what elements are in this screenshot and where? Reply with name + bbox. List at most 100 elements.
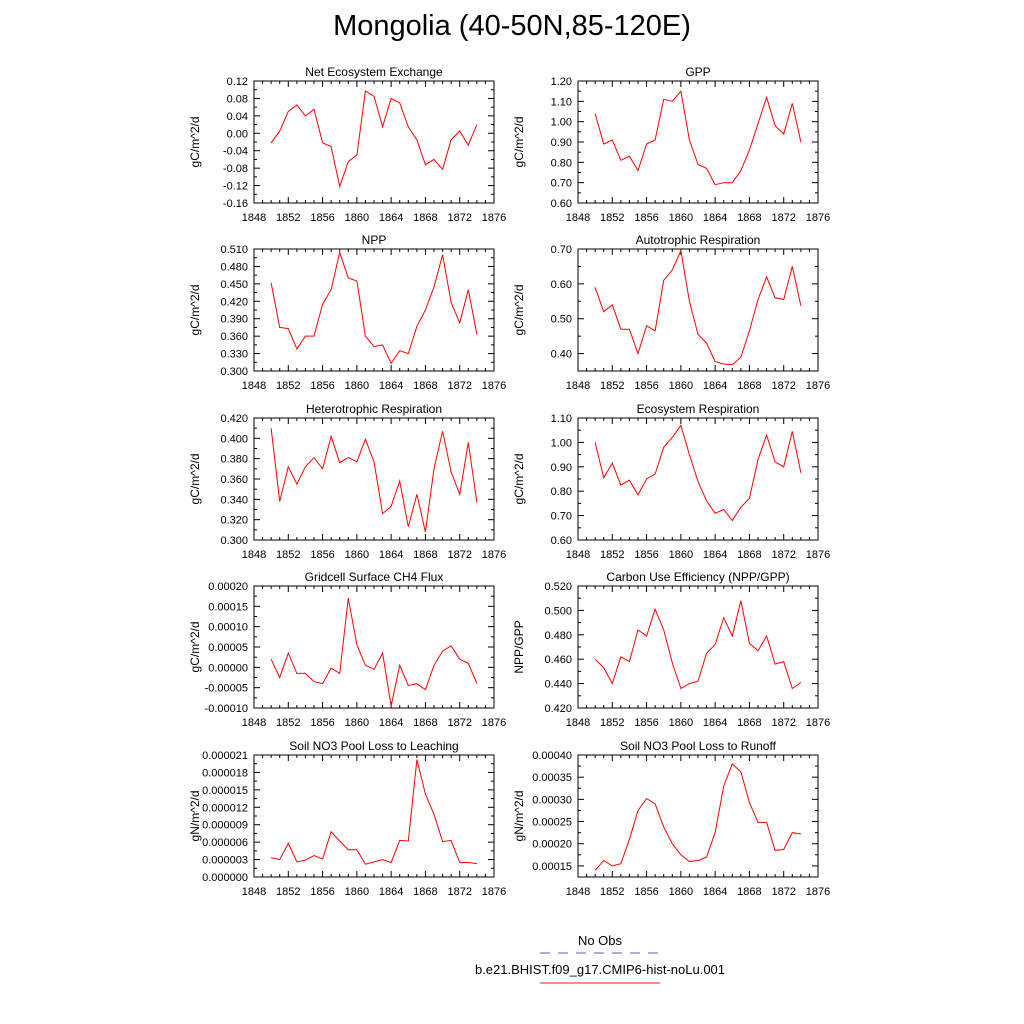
x-tick-label: 1856	[310, 886, 334, 898]
legend-line-case	[540, 982, 660, 984]
x-tick-label: 1856	[634, 380, 658, 392]
panel-title: Net Ecosystem Exchange	[305, 65, 443, 79]
x-tick-label: 1848	[242, 717, 266, 729]
x-tick-label: 1848	[242, 886, 266, 898]
x-tick-label: 1860	[669, 212, 693, 224]
y-tick-label: 0.340	[220, 494, 248, 506]
x-tick-label: 1876	[482, 717, 506, 729]
y-tick-label: 0.360	[220, 331, 248, 343]
x-tick-label: 1856	[634, 886, 658, 898]
x-tick-label: 1876	[806, 549, 830, 561]
y-tick-label: -0.00010	[205, 703, 248, 715]
series-line	[594, 600, 802, 690]
y-tick-label: 0.000003	[202, 855, 248, 867]
plot-frame	[253, 585, 495, 709]
x-tick-label: 1868	[737, 549, 761, 561]
legend-line-no-obs	[540, 952, 660, 954]
series-line	[270, 250, 478, 365]
x-tick-label: 1868	[737, 212, 761, 224]
x-tick-label: 1872	[771, 886, 795, 898]
y-tick-label: 0.00040	[532, 750, 572, 762]
x-tick-label: 1860	[345, 886, 369, 898]
y-axis-label: gC/m^2/d	[188, 285, 202, 336]
x-tick-label: 1860	[669, 549, 693, 561]
panel-title: Carbon Use Efficiency (NPP/GPP)	[606, 570, 789, 584]
y-tick-label: 0.40	[551, 349, 572, 361]
y-tick-label: 1.00	[551, 117, 572, 129]
series-line	[594, 90, 802, 186]
plot-frame	[577, 585, 819, 709]
y-tick-label: 0.000012	[202, 802, 248, 814]
x-tick-label: 1872	[447, 549, 471, 561]
x-tick-label: 1848	[566, 212, 590, 224]
series-line	[594, 248, 802, 366]
y-tick-label: -0.04	[223, 146, 248, 158]
y-tick-label: 0.70	[551, 178, 572, 190]
y-tick-label: 0.04	[227, 111, 248, 123]
y-tick-label: 0.480	[220, 261, 248, 273]
panel-title: Ecosystem Respiration	[637, 402, 760, 416]
y-tick-label: 0.00010	[208, 622, 248, 634]
y-tick-label: 1.00	[551, 437, 572, 449]
chart-panel-9: Soil NO3 Pool Loss to Leaching gN/m^2/d 18…	[188, 739, 506, 898]
y-axis-label: gC/m^2/d	[512, 285, 526, 336]
y-tick-label: 0.00035	[532, 772, 572, 784]
plot-frame	[577, 80, 819, 204]
x-tick-label: 1852	[276, 717, 300, 729]
y-axis-label: gC/m^2/d	[188, 622, 202, 673]
x-tick-label: 1860	[345, 549, 369, 561]
series-line	[594, 763, 801, 871]
panel-title: Autotrophic Respiration	[636, 233, 761, 247]
x-tick-label: 1860	[345, 212, 369, 224]
y-tick-label: 0.60	[551, 279, 572, 291]
x-tick-label: 1864	[379, 549, 403, 561]
y-tick-label: 0.360	[220, 474, 248, 486]
x-tick-label: 1864	[703, 717, 727, 729]
y-tick-label: 0.380	[220, 454, 248, 466]
x-tick-label: 1860	[669, 886, 693, 898]
x-tick-label: 1864	[379, 886, 403, 898]
chart-panel-7: Gridcell Surface CH4 Flux gC/m^2/d 1848 185…	[188, 570, 506, 729]
x-tick-label: 1848	[566, 549, 590, 561]
y-tick-label: 0.480	[544, 630, 572, 642]
y-axis-label: gC/m^2/d	[188, 117, 202, 168]
panel-title: Gridcell Surface CH4 Flux	[305, 570, 444, 584]
x-tick-label: 1852	[276, 886, 300, 898]
y-tick-label: -0.12	[223, 181, 248, 193]
x-tick-label: 1848	[242, 549, 266, 561]
panel-title: Soil NO3 Pool Loss to Leaching	[289, 739, 458, 753]
x-tick-label: 1872	[447, 886, 471, 898]
y-tick-label: 0.420	[220, 296, 248, 308]
x-tick-label: 1856	[634, 717, 658, 729]
y-axis-label: gN/m^2/d	[512, 791, 526, 842]
y-tick-label: 0.000018	[202, 767, 248, 779]
chart-panel-2: GPP gC/m^2/d 1848 1852 1856 1860 1864 1868 1872 1…	[512, 65, 830, 224]
x-tick-label: 1860	[669, 380, 693, 392]
y-tick-label: 0.000021	[202, 750, 248, 762]
x-tick-label: 1852	[276, 212, 300, 224]
x-tick-label: 1876	[806, 717, 830, 729]
x-tick-label: 1876	[806, 886, 830, 898]
x-tick-label: 1876	[482, 549, 506, 561]
x-tick-label: 1856	[310, 717, 334, 729]
x-tick-label: 1868	[413, 380, 437, 392]
y-tick-label: 0.70	[551, 511, 572, 523]
plot-frame	[577, 754, 819, 878]
x-tick-label: 1852	[600, 212, 624, 224]
y-tick-label: 0.50	[551, 314, 572, 326]
series-line	[270, 598, 478, 707]
x-tick-label: 1868	[413, 886, 437, 898]
legend-entry-no-obs: No Obs	[577, 933, 623, 948]
series-line	[270, 759, 477, 865]
x-tick-label: 1872	[771, 380, 795, 392]
x-tick-label: 1876	[482, 380, 506, 392]
x-tick-label: 1876	[806, 380, 830, 392]
y-tick-label: 0.000006	[202, 837, 248, 849]
y-tick-label: 0.00025	[532, 817, 572, 829]
series-line	[594, 424, 802, 522]
y-tick-label: 0.00015	[532, 861, 572, 873]
y-tick-label: 0.440	[544, 679, 572, 691]
x-tick-label: 1848	[242, 380, 266, 392]
x-tick-label: 1848	[566, 886, 590, 898]
plot-frame	[253, 80, 495, 204]
